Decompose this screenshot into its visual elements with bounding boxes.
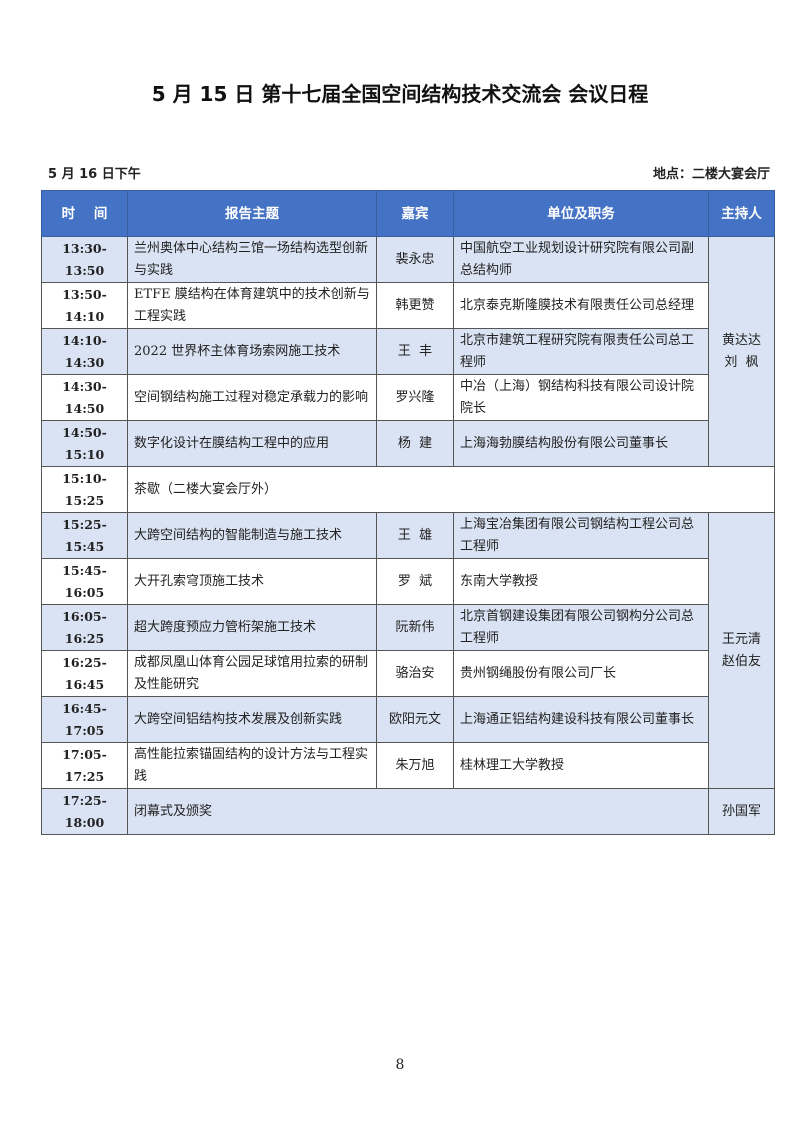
host-cell: 王元清 赵伯友 bbox=[708, 512, 775, 789]
topic-cell: 大跨空间铝结构技术发展及创新实践 bbox=[127, 696, 377, 743]
speaker-cell: 杨 建 bbox=[376, 420, 454, 467]
affiliation-cell: 上海宝冶集团有限公司钢结构工程公司总工程师 bbox=[453, 512, 709, 559]
topic-cell: 超大跨度预应力管桁架施工技术 bbox=[127, 604, 377, 651]
table-row: 15:45-16:05 大开孔索穹顶施工技术罗 斌东南大学教授 bbox=[41, 558, 775, 605]
affiliation-cell: 中冶（上海）钢结构科技有限公司设计院院长 bbox=[453, 374, 709, 421]
closing-row: 17:25-18:00 闭幕式及颁奖 孙国军 bbox=[41, 788, 775, 835]
speaker-cell: 裴永忠 bbox=[376, 236, 454, 283]
time-cell: 16:05-16:25 bbox=[41, 604, 128, 651]
break-row: 15:10-15:25 茶歇（二楼大宴会厅外） bbox=[41, 466, 775, 513]
affiliation-cell: 东南大学教授 bbox=[453, 558, 709, 605]
page-number: 8 bbox=[395, 1057, 405, 1073]
topic-cell: 2022 世界杯主体育场索网施工技术 bbox=[127, 328, 377, 375]
table-row: 14:30-14:50 空间钢结构施工过程对稳定承载力的影响 罗兴隆 中冶（上海）钢结… bbox=[41, 374, 775, 421]
affiliation-cell: 上海通正铝结构建设科技有限公司董事长 bbox=[453, 696, 709, 743]
time-cell: 15:45-16:05 bbox=[41, 558, 128, 605]
topic-cell: 空间钢结构施工过程对稳定承载力的影响 bbox=[127, 374, 377, 421]
venue: 地点：二楼大宴会厅 bbox=[652, 167, 770, 182]
time-cell: 14:30-14:50 bbox=[41, 374, 128, 421]
page-title: 5 月 15 日 第十七届全国空间结构技术交流会 会议日程 bbox=[151, 82, 649, 106]
topic-cell: 高性能拉索锚固结构的设计方法与工程实践 bbox=[127, 742, 377, 789]
table-row: 16:25-16:45 成都凤凰山体育公园足球馆用拉索的研制及性能研究 骆治安 贵州钢… bbox=[41, 650, 775, 697]
time-cell: 16:45-17:05 bbox=[41, 696, 128, 743]
break-cell: 茶歇（二楼大宴会厅外） bbox=[127, 466, 775, 513]
session-date: 5 月 16 日下午 bbox=[48, 167, 141, 182]
topic-cell: 数字化设计在膜结构工程中的应用 bbox=[127, 420, 377, 467]
speaker-cell: 韩更赞 bbox=[376, 282, 454, 329]
table-row: 16:45-17:05 大跨空间铝结构技术发展及创新实践 欧阳元文 上海通正铝结构建设… bbox=[41, 696, 775, 743]
table-row: 17:05-17:25 高性能拉索锚固结构的设计方法与工程实践 朱万旭 桂林理工大学教… bbox=[41, 742, 775, 789]
table-header: 时 间 报告主题 嘉宾 单位及职务 主持人 bbox=[41, 190, 775, 237]
affiliation-cell: 北京首钢建设集团有限公司钢构分公司总工程师 bbox=[453, 604, 709, 651]
time-cell: 17:25-18:00 bbox=[41, 788, 128, 835]
header-host: 主持人 bbox=[708, 190, 775, 237]
table-row: 13:50-14:10 ETFE 膜结构在体育建筑中的技术创新与工程实践 韩更赞 北京… bbox=[41, 282, 775, 329]
topic-cell: 成都凤凰山体育公园足球馆用拉索的研制及性能研究 bbox=[127, 650, 377, 697]
header-time: 时 间 bbox=[41, 190, 128, 237]
host-cell: 黄达达 刘 枫 bbox=[708, 236, 775, 467]
speaker-cell: 罗兴隆 bbox=[376, 374, 454, 421]
affiliation-cell: 上海海勃膜结构股份有限公司董事长 bbox=[453, 420, 709, 467]
affiliation-cell: 桂林理工大学教授 bbox=[453, 742, 709, 789]
host-cell: 孙国军 bbox=[708, 788, 775, 835]
time-cell: 14:50-15:10 bbox=[41, 420, 128, 467]
affiliation-cell: 北京市建筑工程研究院有限责任公司总工程师 bbox=[453, 328, 709, 375]
affiliation-cell: 贵州钢绳股份有限公司厂长 bbox=[453, 650, 709, 697]
topic-cell: 大开孔索穹顶施工技术 bbox=[127, 558, 377, 605]
time-cell: 16:25-16:45 bbox=[41, 650, 128, 697]
speaker-cell: 骆治安 bbox=[376, 650, 454, 697]
speaker-cell: 王 丰 bbox=[376, 328, 454, 375]
table-row: 13:30-13:50 兰州奥体中心结构三馆一场结构选型创新与实践 裴永忠 中国航空工… bbox=[41, 236, 775, 467]
topic-cell: 闭幕式及颁奖 bbox=[127, 788, 709, 835]
time-cell: 13:30-13:50 bbox=[41, 236, 128, 283]
topic-cell: 兰州奥体中心结构三馆一场结构选型创新与实践 bbox=[127, 236, 377, 283]
speaker-cell: 阮新伟 bbox=[376, 604, 454, 651]
header-affiliation: 单位及职务 bbox=[453, 190, 709, 237]
speaker-cell: 罗 斌 bbox=[376, 558, 454, 605]
table-row: 16:05-16:25 超大跨度预应力管桁架施工技术 阮新伟 北京首钢建设集团有限公司… bbox=[41, 604, 775, 651]
speaker-cell: 王 雄 bbox=[376, 512, 454, 559]
affiliation-cell: 北京泰克斯隆膜技术有限责任公司总经理 bbox=[453, 282, 709, 329]
table-row: 14:50-15:10 数字化设计在膜结构工程中的应用杨 建上海海勃膜结构股份有限… bbox=[41, 420, 775, 467]
speaker-cell: 朱万旭 bbox=[376, 742, 454, 789]
speaker-cell: 欧阳元文 bbox=[376, 696, 454, 743]
time-cell: 15:25-15:45 bbox=[41, 512, 128, 559]
header-topic: 报告主题 bbox=[127, 190, 377, 237]
affiliation-cell: 中国航空工业规划设计研究院有限公司副总结构师 bbox=[453, 236, 709, 283]
table-row: 15:25-15:45 大跨空间结构的智能制造与施工技术王 雄上海宝冶集团有限公司… bbox=[41, 512, 775, 789]
topic-cell: 大跨空间结构的智能制造与施工技术 bbox=[127, 512, 377, 559]
schedule-table: 时 间 报告主题 嘉宾 单位及职务 主持人 13:30-13:50 兰州奥体中心结… bbox=[41, 190, 775, 835]
time-cell: 17:05-17:25 bbox=[41, 742, 128, 789]
time-cell: 13:50-14:10 bbox=[41, 282, 128, 329]
time-cell: 15:10-15:25 bbox=[41, 466, 128, 513]
topic-cell: ETFE 膜结构在体育建筑中的技术创新与工程实践 bbox=[127, 282, 377, 329]
header-speaker: 嘉宾 bbox=[376, 190, 454, 237]
table-row: 14:10-14:30 2022 世界杯主体育场索网施工技术王 丰北京市建筑工程研… bbox=[41, 328, 775, 375]
time-cell: 14:10-14:30 bbox=[41, 328, 128, 375]
